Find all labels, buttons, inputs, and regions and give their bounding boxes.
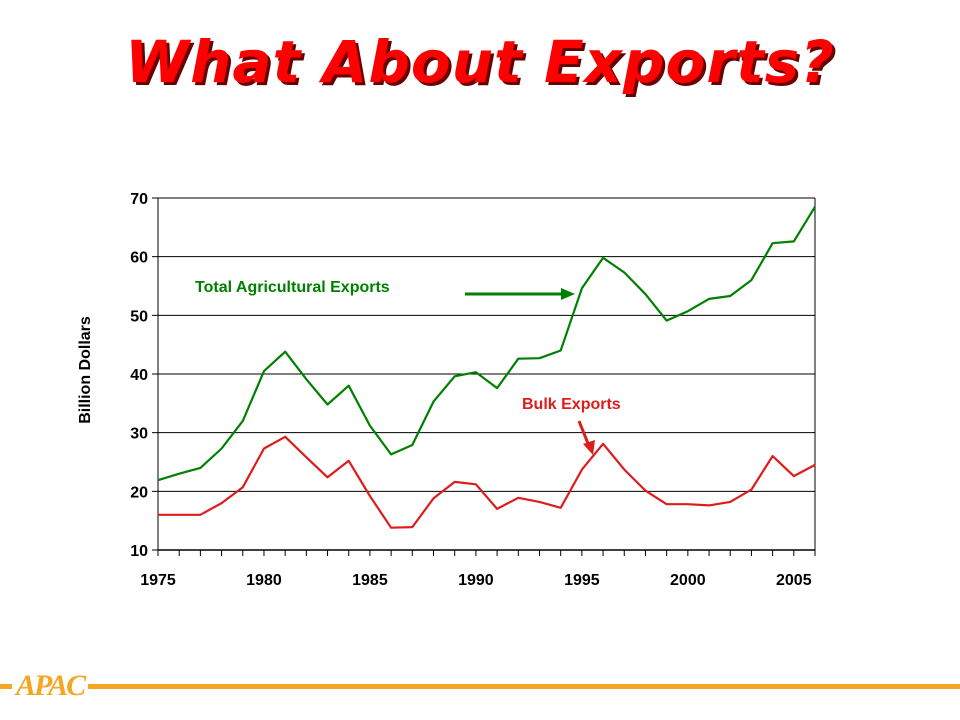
x-tick-label: 1980 bbox=[246, 572, 282, 589]
slide-title: What About Exports? bbox=[125, 28, 835, 96]
axes: 10 20 30 40 50 60 70 1975 1980 1985 1990 1995 2000 20… bbox=[130, 191, 816, 589]
series-line-bulk bbox=[158, 435, 816, 529]
y-axis-label: Billion Dollars bbox=[77, 316, 94, 424]
x-tick-label: 2000 bbox=[670, 572, 706, 589]
x-tick-label: 1985 bbox=[352, 572, 388, 589]
apac-logo: APAC bbox=[12, 668, 89, 704]
y-tick-label: 40 bbox=[130, 367, 148, 384]
y-tick-label: 10 bbox=[130, 543, 148, 560]
y-tick-label: 70 bbox=[130, 191, 148, 208]
x-tick-label: 1990 bbox=[458, 572, 494, 589]
footer-bar bbox=[0, 684, 960, 689]
y-tick-label: 50 bbox=[130, 308, 148, 325]
series-label-bulk: Bulk Exports bbox=[522, 396, 621, 413]
series-line-total bbox=[157, 206, 816, 482]
arrow-total-head bbox=[561, 288, 575, 300]
series-lines bbox=[157, 206, 816, 529]
arrow-bulk-head bbox=[583, 440, 595, 455]
x-tick-label: 1995 bbox=[564, 572, 600, 589]
y-tick-label: 20 bbox=[130, 484, 148, 501]
y-tick-label: 30 bbox=[130, 426, 148, 443]
series-label-total: Total Agricultural Exports bbox=[195, 279, 390, 296]
x-tick-label: 1975 bbox=[140, 572, 176, 589]
arrow-bulk-line bbox=[577, 420, 591, 447]
x-tick-label: 2005 bbox=[776, 572, 812, 589]
annotations: Billion Dollars Total Agricultural Expor… bbox=[77, 279, 621, 455]
y-tick-label: 60 bbox=[130, 250, 148, 267]
